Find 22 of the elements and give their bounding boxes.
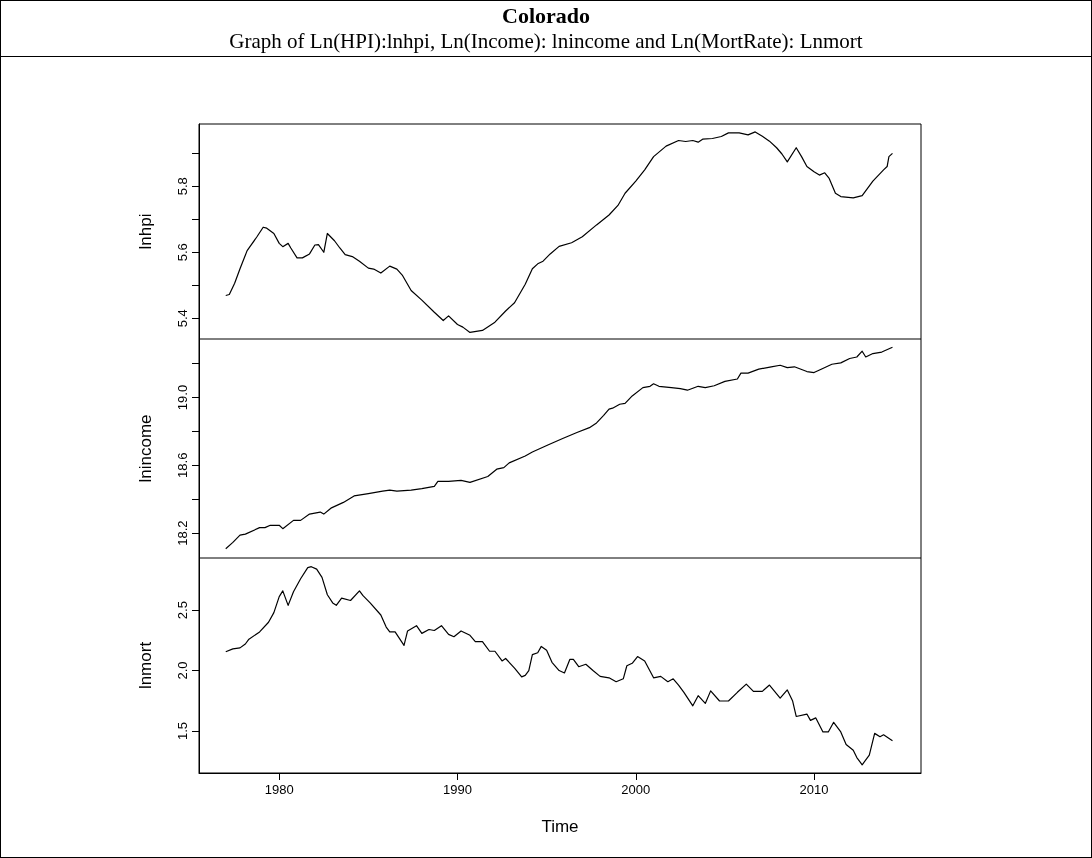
y-tick-label: 2.5 xyxy=(175,601,190,620)
y-axis-title: lnmort xyxy=(136,641,155,690)
y-tick-label: 18.2 xyxy=(175,520,190,546)
y-tick-label: 18.6 xyxy=(175,452,190,478)
line-series xyxy=(225,131,894,333)
y-tick-label: 1.5 xyxy=(175,721,190,741)
x-tick-label: 2000 xyxy=(621,782,651,797)
x-tick-label: 1990 xyxy=(443,782,472,797)
y-tick-label: 5.6 xyxy=(175,243,190,262)
x-tick-label: 2010 xyxy=(799,782,829,797)
y-axis-title: lnincome xyxy=(136,414,155,483)
y-tick-label: 2.0 xyxy=(175,661,190,680)
x-axis-title: Time xyxy=(541,817,579,836)
chart-title: Colorado xyxy=(501,3,591,29)
chart-subtitle: Graph of Ln(HPI):lnhpi, Ln(Income): lnincome and Ln(MortRate): Lnmort xyxy=(228,29,864,54)
y-axis-title: lnhpi xyxy=(136,213,155,250)
line-series xyxy=(225,566,894,766)
y-tick-label: 19.0 xyxy=(175,384,190,411)
y-tick-label: 5.8 xyxy=(175,177,190,196)
line-series xyxy=(225,346,894,550)
x-tick-label: 1980 xyxy=(264,782,294,797)
y-tick-label: 5.4 xyxy=(175,309,190,328)
